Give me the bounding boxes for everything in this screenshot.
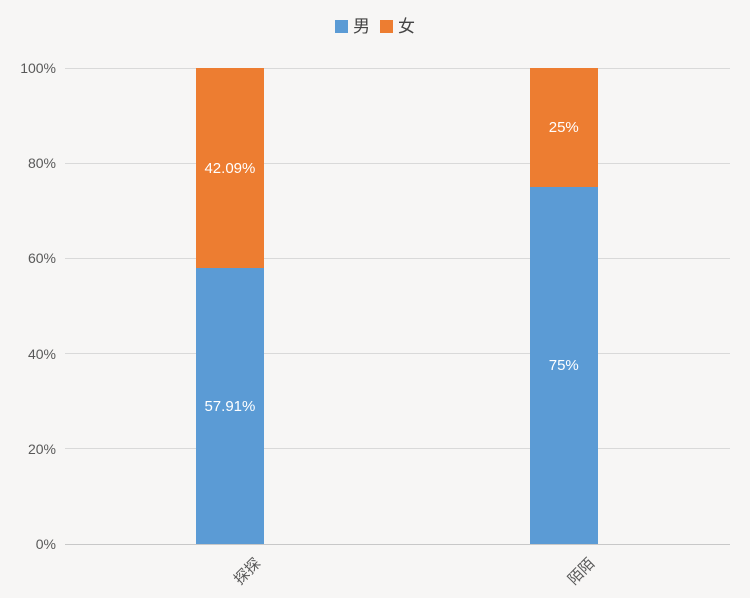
data-label: 75% bbox=[548, 357, 579, 374]
category-label: 探探 bbox=[230, 555, 265, 589]
gridline bbox=[65, 257, 730, 259]
bar-segment-male: 75% bbox=[529, 187, 598, 544]
y-axis-tick-label: 80% bbox=[27, 155, 56, 172]
legend-swatch-male-icon bbox=[335, 20, 348, 33]
y-axis-tick-label: 100% bbox=[20, 60, 56, 76]
bar-segment-female: 42.09% bbox=[195, 68, 264, 269]
stacked-bar: 75% 25% bbox=[529, 68, 598, 544]
data-label: 42.09% bbox=[204, 159, 256, 177]
legend-item-male: 男 bbox=[335, 18, 370, 35]
gridline bbox=[65, 162, 730, 164]
legend-label: 女 bbox=[398, 17, 415, 36]
gridline bbox=[65, 353, 730, 355]
y-axis-tick-label: 40% bbox=[27, 345, 56, 362]
stacked-bar: 57.91% 42.09% bbox=[195, 68, 264, 544]
bar-segment-female: 25% bbox=[529, 68, 598, 187]
legend: 男女 bbox=[0, 18, 750, 35]
legend-label: 男 bbox=[353, 17, 370, 36]
category-label: 陌陌 bbox=[564, 555, 598, 589]
gridline bbox=[65, 448, 730, 450]
legend-item-female: 女 bbox=[380, 18, 415, 35]
data-label: 25% bbox=[548, 119, 579, 136]
data-label: 57.91% bbox=[204, 397, 256, 415]
gridline bbox=[65, 67, 730, 69]
y-axis-tick-label: 60% bbox=[27, 250, 56, 267]
y-axis-tick-label: 20% bbox=[27, 440, 56, 457]
x-axis-line bbox=[65, 543, 730, 545]
legend-swatch-female-icon bbox=[380, 20, 393, 33]
bar-segment-male: 57.91% bbox=[195, 268, 264, 544]
y-axis-tick-label: 0% bbox=[35, 536, 56, 552]
plot-area: 57.91% 42.09% 75% 25% bbox=[65, 67, 730, 545]
